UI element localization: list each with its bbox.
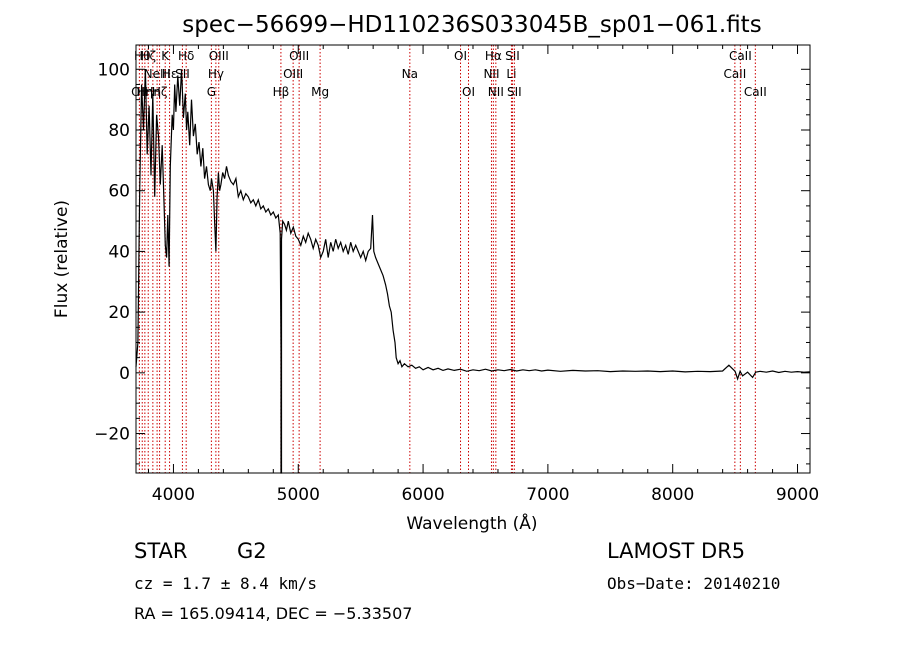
x-tick-label: 7000	[526, 485, 569, 505]
line-marker-label: NII	[488, 85, 504, 99]
object-class: STAR	[134, 539, 188, 563]
line-marker-label: SII	[507, 85, 522, 99]
line-marker-label: OII	[131, 85, 148, 99]
line-marker-label: Hδ	[178, 49, 194, 63]
object-subclass: G2	[237, 539, 267, 563]
line-marker-label: Na	[402, 67, 418, 81]
line-marker-label: Hβ	[273, 85, 290, 99]
spectrum-line	[135, 69, 811, 474]
line-marker-label: Hθ	[134, 49, 150, 63]
line-marker-label: G	[207, 85, 216, 99]
x-tick-label: 9000	[776, 485, 819, 505]
spectrum-series	[135, 69, 811, 474]
line-marker-label: CaII	[729, 49, 752, 63]
y-tick-label: 0	[119, 364, 130, 384]
y-tick-label: 60	[108, 182, 130, 202]
line-marker-label: K	[161, 49, 170, 63]
line-marker-label: SII	[505, 49, 520, 63]
spectral-line-markers: OIIHθHηHζHηNeIIIHζKHεSIIHδGHγOIIIHβOIIIO…	[131, 45, 767, 473]
x-tick-label: 6000	[401, 485, 444, 505]
x-axis-label: Wavelength (Å)	[406, 512, 537, 534]
x-tick-label: 8000	[651, 485, 694, 505]
observation-date: Obs−Date: 20140210	[607, 574, 781, 593]
redshift-cz: cz = 1.7 ± 8.4 km/s	[134, 574, 318, 593]
line-marker-label: Li	[506, 67, 516, 81]
coordinates: RA = 165.09414, DEC = −5.33507	[134, 604, 413, 623]
line-marker-label: Hγ	[208, 67, 224, 81]
y-axis-ticks: −20 0 20 40 60 80 100	[94, 60, 810, 465]
survey-name: LAMOST DR5	[607, 539, 746, 563]
line-marker-label: Hζ	[140, 49, 156, 63]
line-marker-label: Hε	[162, 67, 178, 81]
plot-frame	[135, 44, 811, 474]
y-tick-label: −20	[94, 425, 130, 445]
line-marker-label: Hζ	[152, 85, 168, 99]
x-tick-label: 4000	[152, 485, 195, 505]
line-marker-label: OI	[454, 49, 467, 63]
y-tick-label: 20	[108, 303, 130, 323]
y-tick-label: 80	[108, 121, 130, 141]
chart-title: spec−56699−HD110236S033045B_sp01−061.fit…	[182, 12, 761, 38]
y-tick-label: 100	[98, 60, 130, 80]
line-marker-label: NII	[483, 67, 499, 81]
line-marker-label: Hα	[485, 49, 502, 63]
line-marker-label: NeIII	[144, 67, 171, 81]
line-marker-label: CaII	[744, 85, 767, 99]
line-marker-label: OIII	[283, 67, 303, 81]
line-marker-label: OIII	[209, 49, 229, 63]
x-tick-label: 5000	[277, 485, 320, 505]
y-tick-label: 40	[108, 242, 130, 262]
line-marker-label: OI	[462, 85, 475, 99]
line-marker-label: Mg	[311, 85, 329, 99]
y-axis-label: Flux (relative)	[52, 200, 72, 318]
line-marker-label: OIII	[289, 49, 309, 63]
line-marker-label: CaII	[723, 67, 746, 81]
x-axis-ticks: 4000 5000 6000 7000 8000 9000	[147, 45, 819, 505]
